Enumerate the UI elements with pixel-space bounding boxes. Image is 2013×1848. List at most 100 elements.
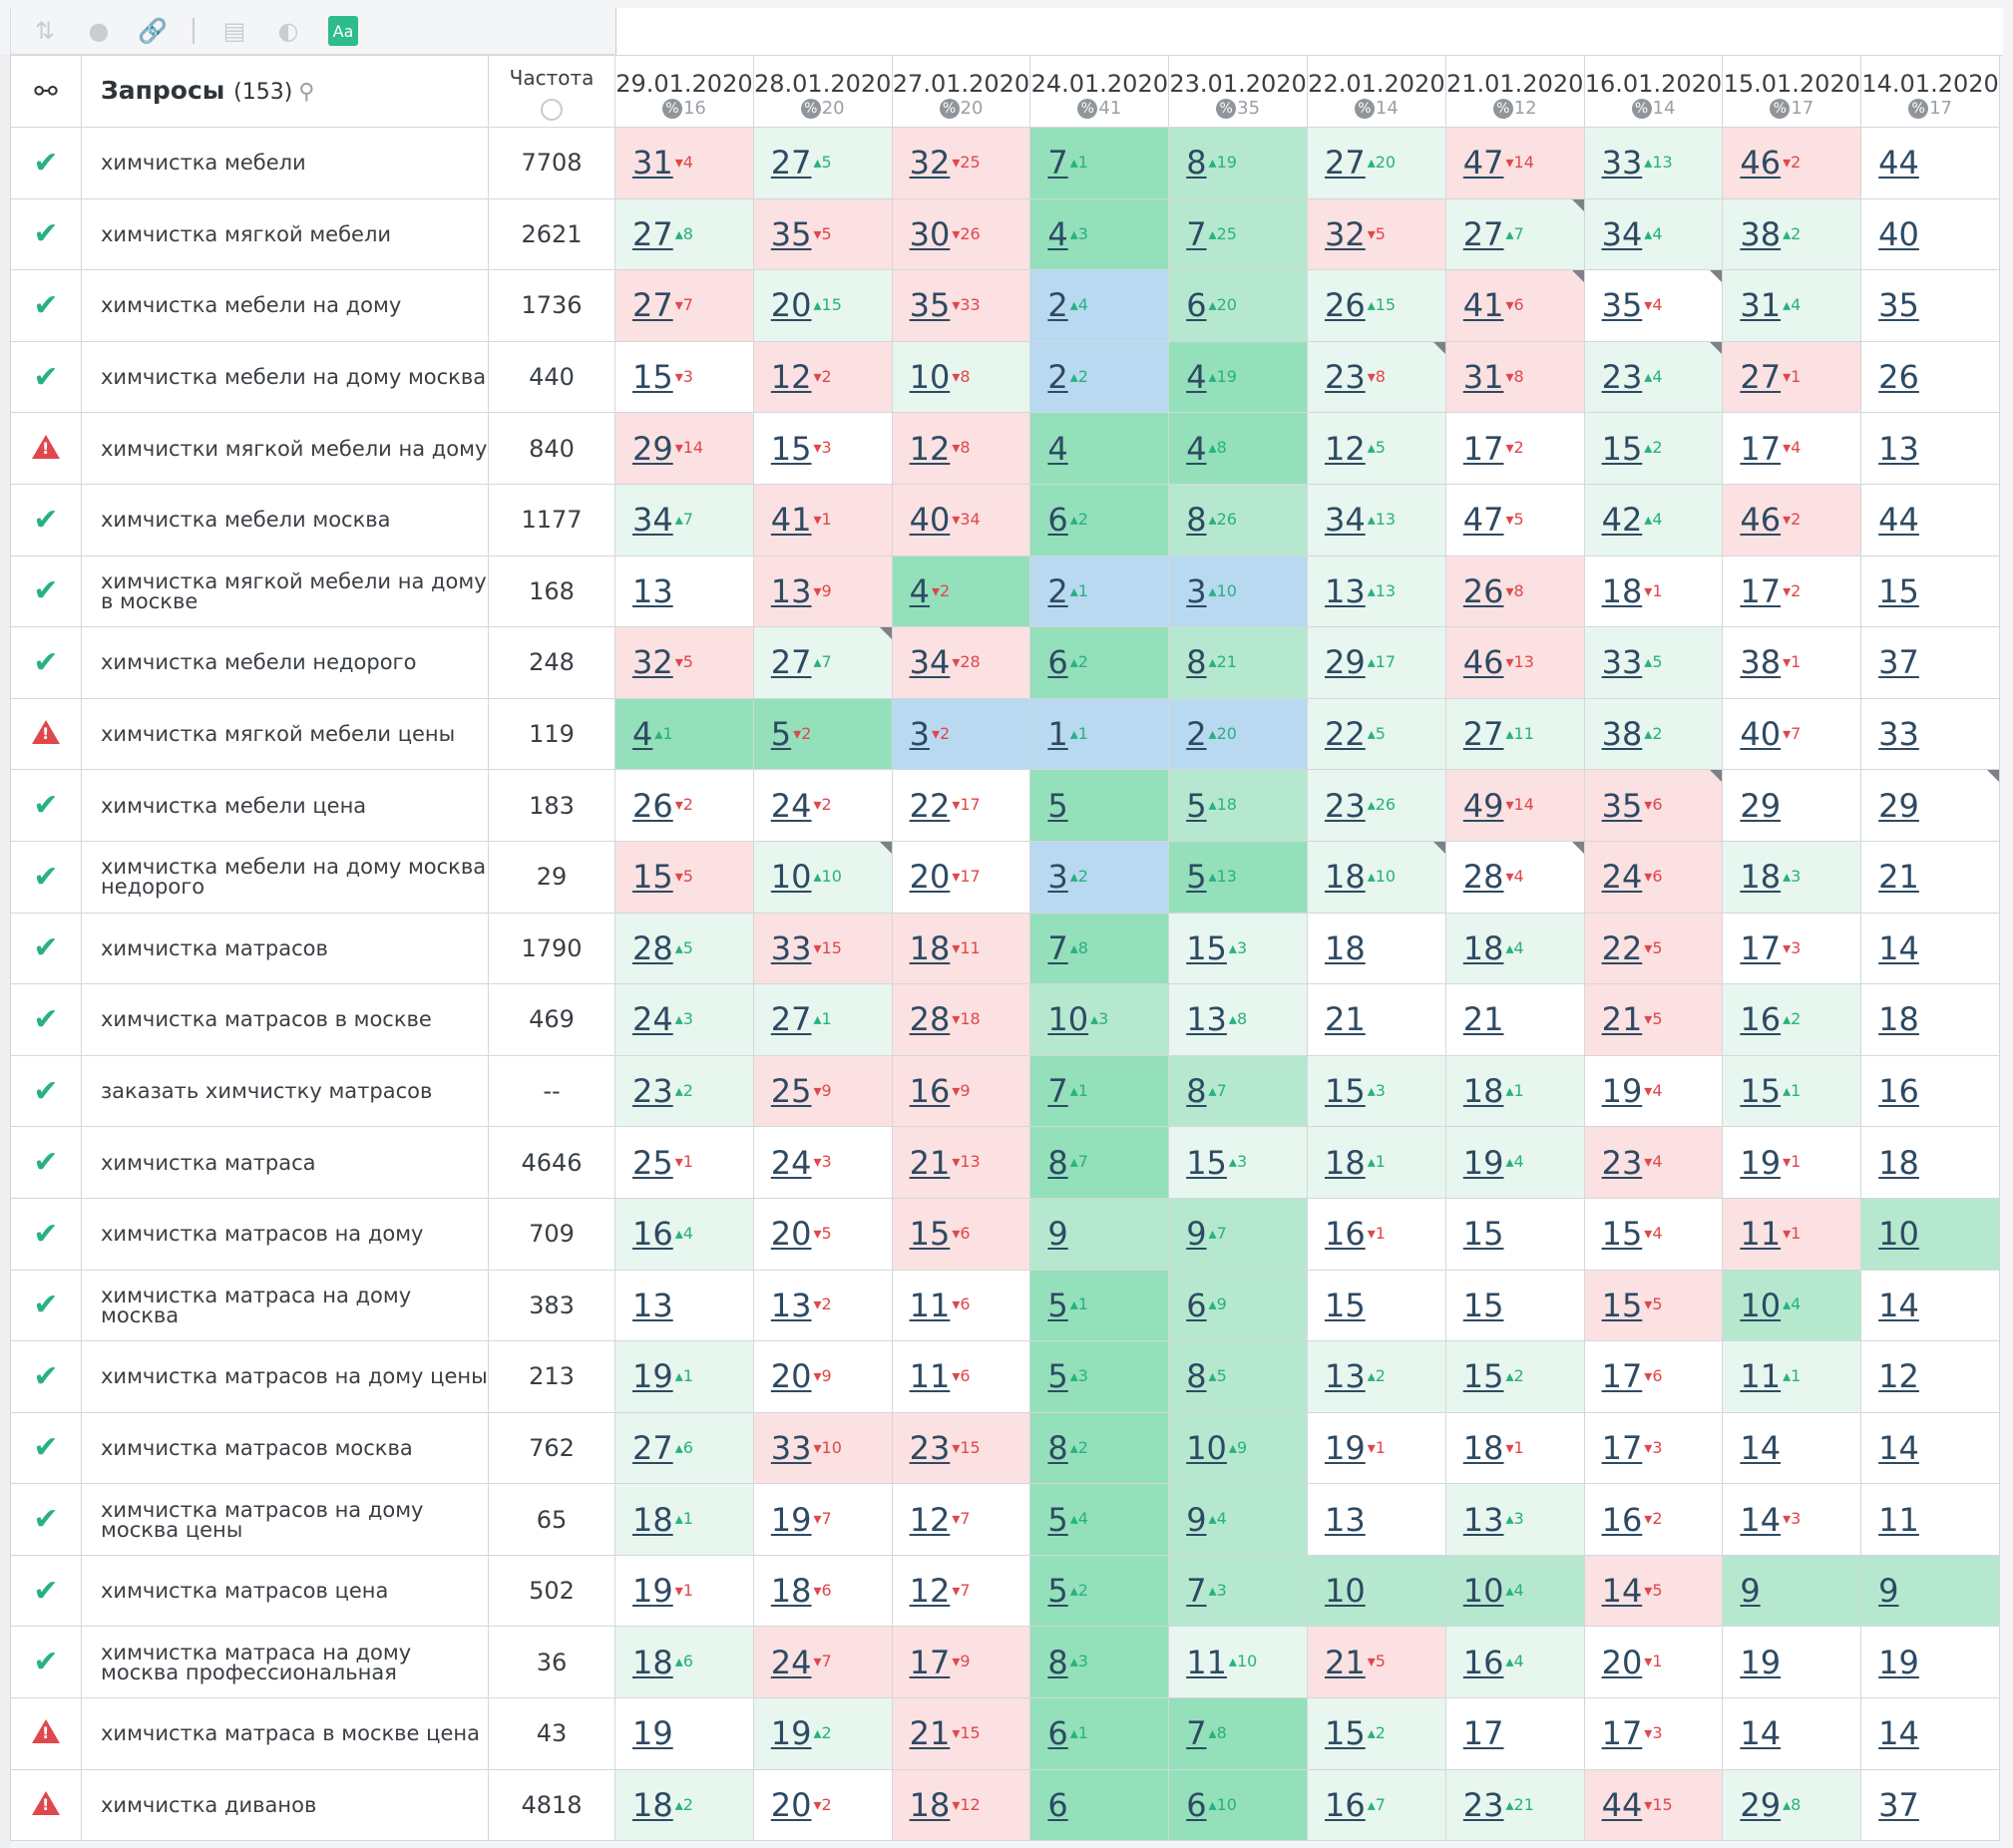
position-link[interactable]: 18 xyxy=(1462,928,1504,967)
position-cell[interactable]: 3 ▾2 xyxy=(891,697,1031,771)
position-cell[interactable]: 35 ▾5 xyxy=(752,197,893,271)
position-cell[interactable]: 5 ▴2 xyxy=(1029,1554,1170,1628)
query-text[interactable]: химчистка матраса в москве цена xyxy=(81,1697,489,1770)
position-link[interactable]: 44 xyxy=(1878,144,1919,183)
position-link[interactable]: 29 xyxy=(1740,786,1782,825)
position-link[interactable]: 4 xyxy=(909,571,930,610)
position-link[interactable]: 37 xyxy=(1878,1785,1919,1824)
position-link[interactable]: 18 xyxy=(1324,1143,1366,1182)
position-cell[interactable]: 7 ▴8 xyxy=(1029,912,1170,985)
position-link[interactable]: 18 xyxy=(1324,858,1366,897)
position-cell[interactable]: 23 ▴4 xyxy=(1583,340,1724,414)
position-link[interactable]: 8 xyxy=(1186,643,1207,682)
position-cell[interactable]: 13 ▴8 xyxy=(1168,983,1308,1056)
position-link[interactable]: 27 xyxy=(632,286,673,325)
position-cell[interactable]: 18 ▴6 xyxy=(614,1626,754,1699)
position-link[interactable]: 28 xyxy=(632,928,673,967)
position-link[interactable]: 35 xyxy=(770,214,812,253)
position-link[interactable]: 26 xyxy=(632,786,673,825)
position-link[interactable]: 13 xyxy=(1324,571,1366,610)
position-cell[interactable]: 5 ▴1 xyxy=(1029,1269,1170,1342)
position-cell[interactable]: 15 ▾5 xyxy=(614,840,754,914)
position-link[interactable]: 1 xyxy=(1047,715,1068,754)
query-text[interactable]: химчистка матрасов на дому москва цены xyxy=(81,1483,489,1556)
position-link[interactable]: 11 xyxy=(909,1357,951,1396)
position-cell[interactable]: 4 ▴3 xyxy=(1029,197,1170,271)
position-link[interactable]: 21 xyxy=(1601,1000,1643,1039)
position-link[interactable]: 26 xyxy=(1878,358,1919,397)
position-cell[interactable]: 2 ▴20 xyxy=(1168,697,1308,771)
position-cell[interactable]: 26 ▾2 xyxy=(614,769,754,842)
position-link[interactable]: 17 xyxy=(1601,1357,1643,1396)
position-link[interactable]: 30 xyxy=(909,214,951,253)
position-link[interactable]: 46 xyxy=(1462,643,1504,682)
position-link[interactable]: 14 xyxy=(1740,1500,1782,1539)
position-link[interactable]: 3 xyxy=(1047,858,1068,897)
position-cell[interactable]: 12 ▴5 xyxy=(1306,412,1446,485)
position-link[interactable]: 18 xyxy=(1740,858,1782,897)
position-cell[interactable]: 10 ▴4 xyxy=(1722,1269,1862,1342)
query-text[interactable]: химчистка мебели цена xyxy=(81,769,489,842)
position-link[interactable]: 29 xyxy=(1324,643,1366,682)
position-link[interactable]: 33 xyxy=(770,1428,812,1467)
position-link[interactable]: 24 xyxy=(770,1143,812,1182)
position-cell[interactable]: 22 ▾17 xyxy=(891,769,1031,842)
position-link[interactable]: 23 xyxy=(1324,358,1366,397)
position-link[interactable]: 15 xyxy=(770,429,812,468)
position-cell[interactable]: 21 ▾5 xyxy=(1583,983,1724,1056)
position-link[interactable]: 46 xyxy=(1740,501,1782,540)
position-link[interactable]: 15 xyxy=(909,1215,951,1254)
position-cell[interactable]: 47 ▾14 xyxy=(1444,127,1585,199)
position-link[interactable]: 34 xyxy=(909,643,951,682)
position-link[interactable]: 10 xyxy=(909,358,951,397)
position-link[interactable]: 6 xyxy=(1047,1785,1068,1824)
position-cell[interactable]: 24 ▾7 xyxy=(752,1626,893,1699)
position-link[interactable]: 4 xyxy=(1047,429,1068,468)
position-cell[interactable]: 27 ▴1 xyxy=(752,983,893,1056)
position-link[interactable]: 8 xyxy=(1047,1143,1068,1182)
position-link[interactable]: 16 xyxy=(1740,1000,1782,1039)
query-text[interactable]: химчистки мягкой мебели на дому xyxy=(81,412,489,485)
position-cell[interactable]: 29 xyxy=(1860,769,2000,842)
position-link[interactable]: 27 xyxy=(1462,214,1504,253)
position-cell[interactable]: 14 xyxy=(1722,1697,1862,1770)
position-cell[interactable]: 11 ▴10 xyxy=(1168,1626,1308,1699)
position-cell[interactable]: 17 xyxy=(1444,1697,1585,1770)
position-cell[interactable]: 23 ▴26 xyxy=(1306,769,1446,842)
position-cell[interactable]: 32 ▾5 xyxy=(614,626,754,699)
query-text[interactable]: химчистка мебели недорого xyxy=(81,626,489,699)
position-link[interactable]: 9 xyxy=(1186,1215,1207,1254)
position-cell[interactable]: 17 ▾4 xyxy=(1722,412,1862,485)
position-cell[interactable]: 17 ▾2 xyxy=(1444,412,1585,485)
position-link[interactable]: 18 xyxy=(1878,1143,1919,1182)
position-cell[interactable]: 11 ▾6 xyxy=(891,1340,1031,1413)
position-cell[interactable]: 11 ▴1 xyxy=(1722,1340,1862,1413)
position-link[interactable]: 33 xyxy=(770,928,812,967)
position-cell[interactable]: 27 ▴7 xyxy=(752,626,893,699)
position-link[interactable]: 38 xyxy=(1601,715,1643,754)
position-link[interactable]: 26 xyxy=(1324,286,1366,325)
query-text[interactable]: химчистка матраса на дому москва професс… xyxy=(81,1626,489,1699)
position-link[interactable]: 44 xyxy=(1878,501,1919,540)
position-link[interactable]: 32 xyxy=(632,643,673,682)
position-cell[interactable]: 15 ▾5 xyxy=(1583,1269,1724,1342)
position-cell[interactable]: 27 ▴6 xyxy=(614,1411,754,1485)
position-link[interactable]: 14 xyxy=(1878,928,1919,967)
position-link[interactable]: 27 xyxy=(770,144,812,183)
position-link[interactable]: 10 xyxy=(1462,1572,1504,1611)
position-link[interactable]: 15 xyxy=(1601,1215,1643,1254)
position-link[interactable]: 21 xyxy=(1324,1000,1366,1039)
position-link[interactable]: 18 xyxy=(1462,1428,1504,1467)
position-cell[interactable]: 14 xyxy=(1860,1697,2000,1770)
position-cell[interactable]: 35 ▾4 xyxy=(1583,269,1724,342)
position-link[interactable]: 15 xyxy=(1878,571,1919,610)
position-cell[interactable]: 15 xyxy=(1444,1269,1585,1342)
position-cell[interactable]: 8 ▴3 xyxy=(1029,1626,1170,1699)
position-link[interactable]: 33 xyxy=(1601,643,1643,682)
position-link[interactable]: 27 xyxy=(1462,715,1504,754)
position-cell[interactable]: 35 ▾6 xyxy=(1583,769,1724,842)
query-text[interactable]: химчистка матраса на дому москва xyxy=(81,1269,489,1342)
position-cell[interactable]: 38 ▴2 xyxy=(1583,697,1724,771)
position-link[interactable]: 11 xyxy=(1878,1500,1919,1539)
position-cell[interactable]: 9 xyxy=(1029,1197,1170,1271)
